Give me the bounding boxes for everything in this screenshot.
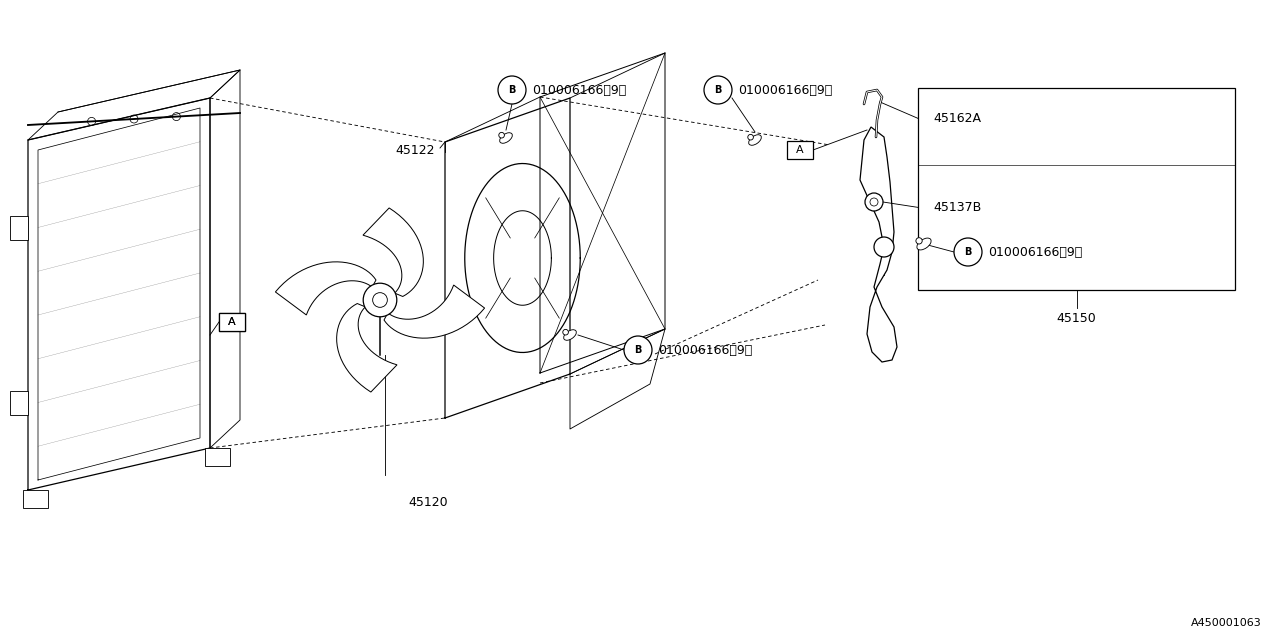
Polygon shape bbox=[337, 303, 397, 392]
Circle shape bbox=[173, 113, 180, 120]
Circle shape bbox=[131, 115, 138, 123]
Circle shape bbox=[563, 330, 568, 335]
Polygon shape bbox=[384, 285, 485, 338]
Circle shape bbox=[916, 237, 922, 244]
Circle shape bbox=[364, 283, 397, 317]
Text: 010006166（9）: 010006166（9） bbox=[988, 246, 1083, 259]
Circle shape bbox=[748, 134, 754, 140]
Circle shape bbox=[865, 193, 883, 211]
Text: B: B bbox=[508, 85, 516, 95]
Polygon shape bbox=[364, 208, 424, 296]
Text: B: B bbox=[635, 345, 641, 355]
Circle shape bbox=[870, 198, 878, 206]
Polygon shape bbox=[860, 127, 897, 362]
Ellipse shape bbox=[499, 132, 512, 143]
Bar bbox=[205, 448, 230, 466]
Circle shape bbox=[874, 237, 893, 257]
Bar bbox=[219, 313, 244, 331]
Circle shape bbox=[498, 76, 526, 104]
Circle shape bbox=[625, 336, 652, 364]
Text: B: B bbox=[964, 247, 972, 257]
Text: 45162A: 45162A bbox=[933, 112, 980, 125]
Bar bbox=[23, 490, 49, 508]
Text: 45137B: 45137B bbox=[933, 201, 982, 214]
Bar bbox=[10, 390, 28, 415]
Ellipse shape bbox=[916, 238, 931, 250]
Circle shape bbox=[372, 292, 388, 307]
Text: 45150: 45150 bbox=[1056, 312, 1097, 324]
Polygon shape bbox=[275, 262, 376, 315]
Ellipse shape bbox=[563, 330, 576, 340]
Bar bbox=[918, 88, 1235, 290]
Text: 45120: 45120 bbox=[408, 495, 448, 509]
Text: B: B bbox=[714, 85, 722, 95]
Bar bbox=[10, 216, 28, 239]
Circle shape bbox=[954, 238, 982, 266]
Text: A: A bbox=[796, 145, 804, 155]
Circle shape bbox=[704, 76, 732, 104]
Text: A: A bbox=[228, 317, 236, 327]
Text: A: A bbox=[228, 317, 236, 327]
Text: 010006166（9）: 010006166（9） bbox=[658, 344, 753, 356]
Circle shape bbox=[499, 132, 504, 138]
Circle shape bbox=[87, 117, 96, 125]
Text: A450001063: A450001063 bbox=[1192, 618, 1262, 628]
Ellipse shape bbox=[749, 135, 762, 145]
Text: 010006166（9）: 010006166（9） bbox=[532, 83, 626, 97]
Text: 45122: 45122 bbox=[396, 143, 434, 157]
Bar bbox=[219, 313, 244, 331]
Text: 010006166（9）: 010006166（9） bbox=[739, 83, 832, 97]
Bar bbox=[787, 141, 813, 159]
